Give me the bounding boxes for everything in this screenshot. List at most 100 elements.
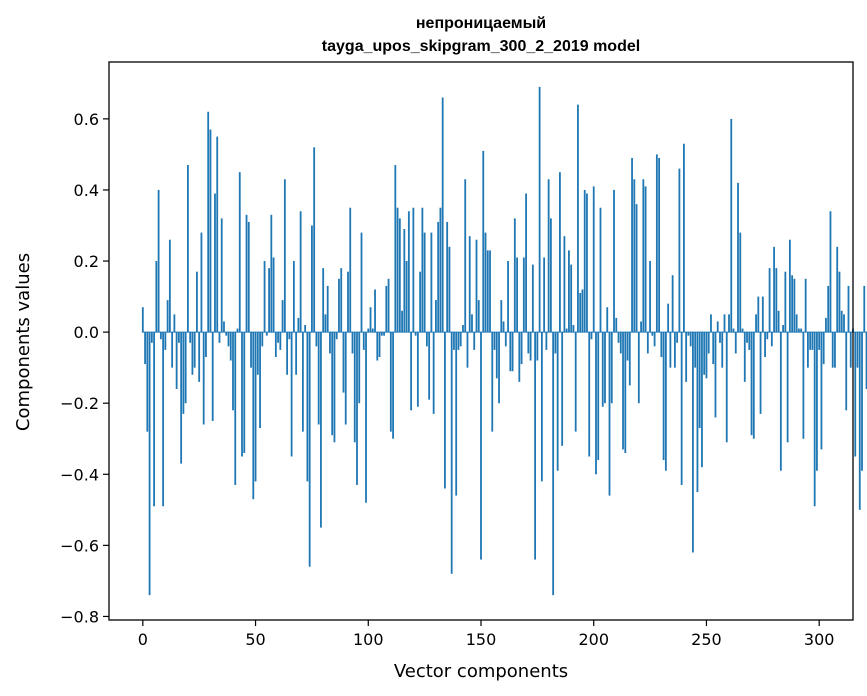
bar <box>153 332 155 507</box>
bar <box>746 332 748 343</box>
bar <box>604 332 606 404</box>
chart-title: непроницаемый <box>416 15 546 32</box>
bar <box>446 221 449 333</box>
bar <box>157 189 160 333</box>
bar <box>543 257 546 333</box>
bar <box>358 332 361 404</box>
bar <box>331 332 334 436</box>
bar <box>509 332 512 372</box>
bar <box>590 332 593 340</box>
bar <box>480 332 482 560</box>
bar <box>734 332 737 354</box>
bar <box>667 303 670 333</box>
bar <box>283 179 286 333</box>
bar <box>344 332 347 425</box>
bar <box>642 179 645 333</box>
bar <box>791 275 794 333</box>
bar <box>385 285 388 333</box>
bar <box>777 310 780 333</box>
bar <box>416 332 419 407</box>
bar <box>155 261 158 333</box>
bar <box>493 332 496 350</box>
bar <box>795 314 798 333</box>
bar <box>270 214 273 333</box>
bar <box>536 332 539 361</box>
bar <box>380 332 383 336</box>
bar <box>326 285 329 333</box>
bar <box>655 154 658 333</box>
bar <box>692 332 694 553</box>
bar <box>187 165 189 333</box>
x-tick-label: 0 <box>138 630 148 649</box>
bar <box>574 332 577 432</box>
bar <box>775 268 778 333</box>
bar <box>818 332 821 350</box>
bar <box>256 332 259 375</box>
bar <box>757 296 760 333</box>
bar <box>383 332 385 336</box>
bar <box>168 239 171 333</box>
bar <box>673 332 676 368</box>
bar <box>141 307 144 333</box>
bar <box>189 332 192 343</box>
bar <box>577 104 579 333</box>
bar <box>374 289 376 333</box>
bar <box>419 271 422 333</box>
bar <box>858 332 861 510</box>
bar <box>554 332 557 354</box>
bar <box>764 332 766 357</box>
bar <box>423 232 426 333</box>
bar <box>773 246 775 333</box>
bar <box>315 332 318 347</box>
bar <box>245 214 248 333</box>
bar <box>191 332 194 375</box>
bar <box>759 332 762 414</box>
bar <box>333 332 336 443</box>
bar <box>457 332 460 350</box>
bar <box>349 207 352 333</box>
bar <box>234 332 237 485</box>
bar <box>220 218 223 333</box>
bar <box>658 157 661 333</box>
chart-subtitle: tayga_upos_skipgram_300_2_2019 model <box>322 38 640 55</box>
bar <box>608 332 611 496</box>
plot-frame <box>108 61 854 621</box>
bar <box>588 332 591 457</box>
bar <box>698 332 701 429</box>
bar <box>595 332 597 475</box>
bar <box>428 332 431 400</box>
bar <box>707 332 710 354</box>
bar <box>453 332 455 350</box>
bar <box>680 332 683 485</box>
bar <box>694 332 697 368</box>
bar <box>561 332 564 446</box>
bar <box>329 332 331 354</box>
bar <box>261 332 264 347</box>
bar <box>863 285 866 333</box>
bar <box>583 189 586 333</box>
bar <box>761 296 764 333</box>
bar <box>556 332 559 471</box>
bar <box>710 314 712 333</box>
bar <box>649 261 651 333</box>
bar <box>209 129 212 333</box>
bar <box>504 332 507 347</box>
bar <box>784 271 787 333</box>
bar <box>599 207 602 333</box>
y-tick-label: −0.4 <box>60 465 99 484</box>
bar <box>353 332 356 443</box>
bar <box>247 221 250 333</box>
bar <box>802 332 805 439</box>
bar <box>335 332 338 340</box>
bar <box>338 278 340 333</box>
bar <box>766 332 769 340</box>
bar <box>475 239 478 333</box>
y-tick-label: −0.6 <box>60 536 99 555</box>
bar <box>685 332 688 382</box>
bar <box>498 332 500 404</box>
bar <box>525 193 527 333</box>
bar <box>721 332 724 368</box>
bar <box>768 268 771 333</box>
bar <box>640 321 642 333</box>
